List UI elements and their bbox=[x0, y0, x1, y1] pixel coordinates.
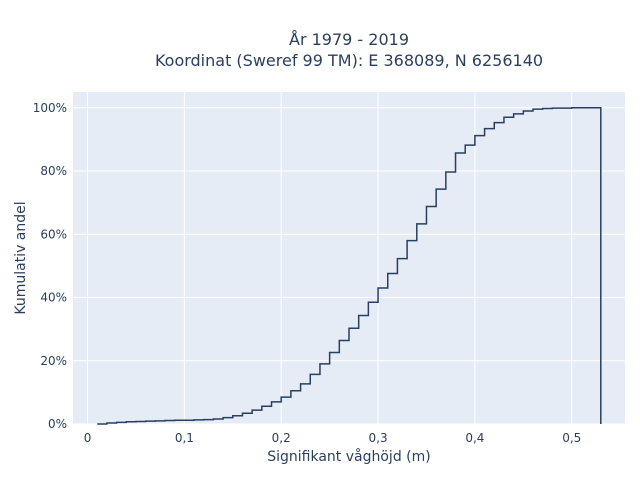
grid-lines bbox=[73, 92, 625, 425]
series-layer bbox=[97, 107, 602, 425]
y-tick-label: 40% bbox=[40, 291, 67, 305]
x-tick-labels: 0 0,1 0,2 0,3 0,4 0,5 bbox=[84, 431, 582, 445]
x-axis-title: Signifikant våghöjd (m) bbox=[267, 448, 430, 465]
y-tick-label: 20% bbox=[40, 354, 67, 368]
x-tick-label: 0,5 bbox=[562, 431, 581, 445]
chart-title-line-2: Koordinat (Sweref 99 TM): E 368089, N 62… bbox=[155, 51, 543, 70]
x-tick-label: 0,3 bbox=[369, 431, 388, 445]
chart-title-line-1: År 1979 - 2019 bbox=[289, 30, 409, 49]
plot-area bbox=[73, 92, 625, 424]
y-tick-label: 100% bbox=[33, 101, 67, 115]
x-tick-label: 0,2 bbox=[272, 431, 291, 445]
x-tick-label: 0,4 bbox=[465, 431, 484, 445]
y-tick-label: 0% bbox=[48, 417, 67, 431]
x-tick-label: 0,1 bbox=[175, 431, 194, 445]
series-line bbox=[97, 107, 602, 425]
x-tick-label: 0 bbox=[84, 431, 92, 445]
y-tick-label: 80% bbox=[40, 164, 67, 178]
y-tick-labels: 0% 20% 40% 60% 80% 100% bbox=[33, 101, 67, 431]
y-axis-title: Kumulativ andel bbox=[13, 201, 29, 314]
y-tick-label: 60% bbox=[40, 227, 67, 241]
